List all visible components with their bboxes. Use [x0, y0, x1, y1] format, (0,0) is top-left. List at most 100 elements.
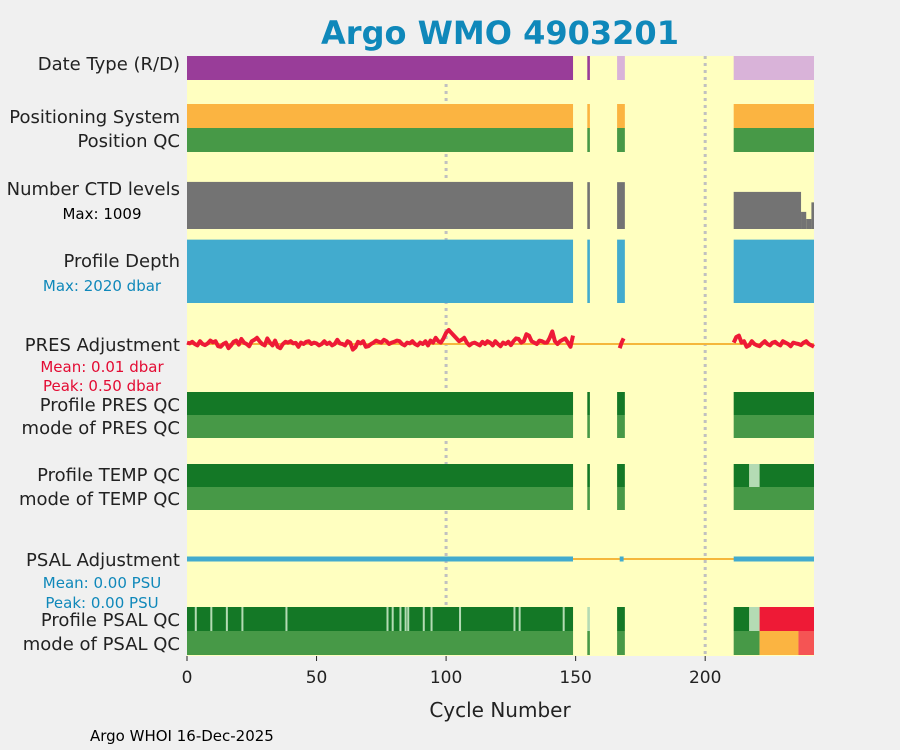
qc-segment: [759, 631, 799, 655]
qc-segment: [749, 464, 760, 487]
row-label: Profile PSAL QC: [41, 610, 180, 631]
qc-segment: [733, 56, 814, 80]
row-labels: Date Type (R/D) Positioning System Positio…: [7, 54, 180, 655]
qc-segment: [587, 464, 590, 487]
qc-segment: [759, 464, 814, 487]
qc-stripe: [407, 607, 410, 631]
qc-stripe: [391, 607, 394, 631]
level-bar: [733, 239, 814, 303]
qc-segment: [187, 56, 574, 80]
level-bar: [187, 181, 574, 229]
qc-segment: [733, 392, 814, 415]
qc-stripe: [194, 607, 197, 631]
qc-segment: [587, 631, 590, 655]
x-tick-label: 50: [306, 668, 328, 688]
qc-segment: [733, 464, 750, 487]
adjustment-stat: Mean: 0.00 PSU: [43, 574, 161, 592]
qc-segment: [733, 104, 814, 128]
row-label: mode of TEMP QC: [19, 489, 180, 510]
qc-segment: [187, 487, 574, 510]
qc-segment: [617, 128, 625, 152]
qc-stripe: [562, 607, 565, 631]
row-label: Position QC: [77, 131, 180, 152]
adjustment-stat: Peak: 0.00 PSU: [45, 594, 158, 612]
row-label: Number CTD levels: [7, 179, 180, 200]
qc-segment: [617, 56, 625, 80]
qc-stripe: [399, 607, 402, 631]
row-label: Profile PRES QC: [40, 395, 180, 416]
qc-segment: [759, 607, 814, 631]
qc-segment: [187, 607, 574, 631]
row-label: PSAL Adjustment: [26, 550, 180, 571]
qc-segment: [187, 128, 574, 152]
qc-segment: [587, 104, 590, 128]
row-profile-temp-qc: [187, 464, 814, 487]
row-label: Date Type (R/D): [38, 54, 180, 75]
qc-stripe: [422, 607, 425, 631]
reference-lines: [444, 56, 707, 656]
qc-stripe: [386, 607, 389, 631]
level-bar: [587, 239, 590, 303]
row-date-type-r-d-: [187, 56, 814, 80]
level-bar: [587, 182, 590, 229]
qc-segment: [587, 487, 590, 510]
qc-segment: [617, 607, 625, 631]
x-tick-label: 0: [182, 668, 193, 688]
row-mode-of-pres-qc: [187, 415, 814, 438]
data-rows: [186, 56, 815, 655]
qc-segment: [617, 104, 625, 128]
qc-segment: [733, 128, 814, 152]
qc-segment: [733, 607, 750, 631]
adjustment-stat: Mean: 0.01 dbar: [40, 358, 164, 376]
row-profile-psal-qc: [187, 607, 814, 631]
row-positioning-system: [187, 104, 814, 128]
qc-segment: [587, 56, 590, 80]
chart-title: Argo WMO 4903201: [321, 14, 679, 52]
qc-stripe: [518, 607, 521, 631]
qc-segment: [617, 631, 625, 655]
qc-stripe: [210, 607, 213, 631]
row-mode-of-psal-qc: [187, 631, 814, 655]
x-axis: 0 50 100 150 200: [182, 656, 721, 688]
qc-segment: [187, 631, 574, 655]
qc-segment: [587, 128, 590, 152]
qc-stripe: [225, 607, 228, 631]
level-bar: [806, 219, 812, 229]
qc-segment: [187, 464, 574, 487]
level-bar: [733, 191, 802, 229]
adjustment-stat: Peak: 0.50 dbar: [43, 377, 162, 395]
level-bar: [617, 182, 625, 229]
qc-segment: [617, 415, 625, 438]
qc-segment: [733, 631, 760, 655]
qc-stripe: [430, 607, 433, 631]
row-pres-adjustment: [186, 328, 815, 352]
qc-segment: [749, 607, 760, 631]
qc-segment: [798, 631, 814, 655]
row-label: Profile Depth: [63, 251, 180, 272]
level-bar: [811, 202, 814, 229]
qc-segment: [733, 415, 814, 438]
footer-credit: Argo WHOI 16-Dec-2025: [90, 727, 274, 745]
qc-stripe: [513, 607, 516, 631]
qc-stripe: [285, 607, 288, 631]
x-tick-label: 200: [689, 668, 721, 688]
qc-segment: [587, 607, 590, 631]
row-sublabel: Max: 1009: [62, 205, 141, 223]
row-number-ctd-levels: [187, 181, 814, 229]
qc-segment: [587, 392, 590, 415]
adjustment-series: [617, 337, 626, 349]
qc-segment: [587, 415, 590, 438]
adjustment-series: [731, 333, 815, 349]
row-mode-of-temp-qc: [187, 487, 814, 510]
qc-segment: [617, 464, 625, 487]
qc-stripe: [404, 607, 407, 631]
x-tick-label: 150: [559, 668, 591, 688]
row-sublabel: Max: 2020 dbar: [43, 277, 162, 295]
qc-segment: [187, 104, 574, 128]
x-axis-label: Cycle Number: [429, 698, 571, 722]
qc-stripe: [241, 607, 244, 631]
qc-segment: [617, 487, 625, 510]
qc-segment: [733, 487, 814, 510]
row-position-qc: [187, 128, 814, 152]
level-bar: [187, 239, 574, 303]
